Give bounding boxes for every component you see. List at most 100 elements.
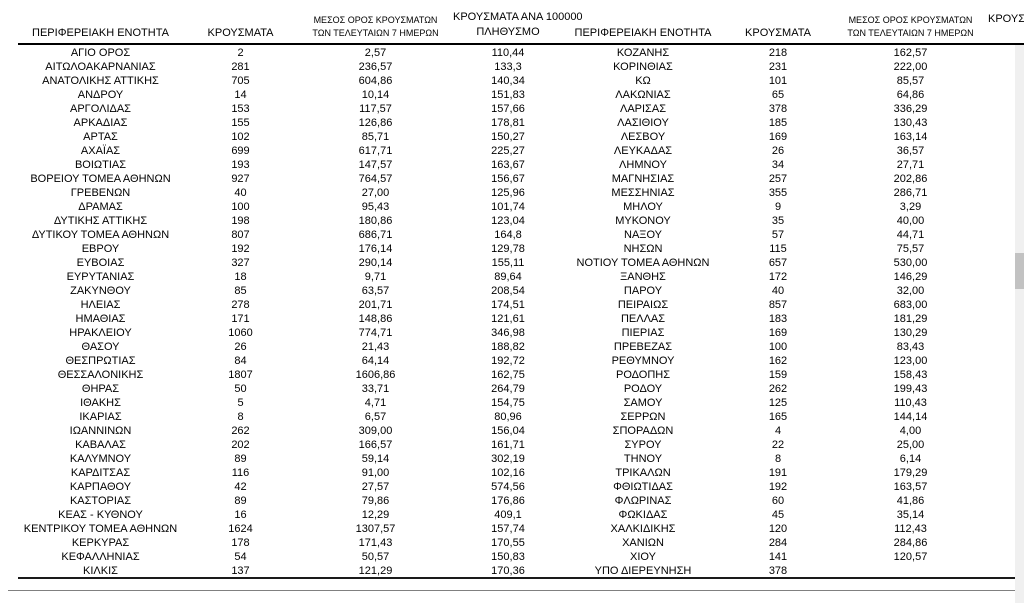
column-header-7day-average-right-line2: ΤΩΝ ΤΕΛΕΥΤΑΙΩΝ 7 ΗΜΕΡΩΝ: [847, 28, 974, 38]
region-name-cell: ΧΑΛΚΙΔΙΚΗΣ: [610, 523, 676, 535]
value-cell: 156,67: [491, 173, 525, 185]
region-name-cell: ΛΑΚΩΝΙΑΣ: [615, 89, 671, 101]
column-header-cases-left: ΚΡΟΥΣΜΑΤΑ: [207, 27, 274, 39]
value-cell: 6,57: [364, 411, 387, 423]
value-cell: 774,71: [358, 327, 393, 339]
column-header-7day-average-left: ΜΕΣΟΣ ΟΡΟΣ ΚΡΟΥΣΜΑΤΩΝ ΤΩΝ ΤΕΛΕΥΤΑΙΩΝ 7 Η…: [298, 14, 453, 40]
region-name-cell: ΖΑΚΥΝΘΟΥ: [70, 285, 131, 297]
value-cell: 115: [769, 243, 787, 255]
region-name-cell: ΚΑΡΔΙΤΣΑΣ: [70, 467, 131, 479]
value-cell: 705: [231, 75, 250, 87]
value-cell: 262: [231, 425, 250, 437]
region-name-cell: ΝΑΞΟΥ: [624, 229, 662, 241]
value-cell: 40: [771, 285, 785, 297]
value-cell: 89: [234, 453, 247, 465]
region-name-cell: ΕΥΒΟΙΑΣ: [76, 257, 125, 269]
region-name-cell: ΡΕΘΥΜΝΟΥ: [611, 355, 675, 367]
region-name-cell: ΚΑΒΑΛΑΣ: [75, 439, 126, 451]
value-cell: 137: [231, 565, 250, 577]
value-cell: 290,14: [358, 257, 393, 269]
value-cell: 176,14: [358, 243, 393, 255]
table-bottom-rule-left: [18, 577, 563, 579]
region-name-cell: ΚΑΣΤΟΡΙΑΣ: [69, 495, 132, 507]
region-name-cell: ΙΘΑΚΗΣ: [80, 397, 121, 409]
value-cell: 231: [768, 61, 788, 73]
region-name-cell: ΜΕΣΣΗΝΙΑΣ: [611, 187, 675, 199]
value-cell: 178,81: [491, 117, 525, 129]
value-cell: 34: [771, 159, 785, 171]
value-cell: 309,00: [358, 425, 393, 437]
value-cell: 26: [234, 341, 247, 353]
value-cell: 146,29: [893, 271, 928, 283]
value-cell: 101: [768, 75, 788, 87]
column-header-cases-right: ΚΡΟΥΣΜΑΤΑ: [745, 27, 811, 39]
value-cell: 176,86: [491, 495, 525, 507]
value-cell: 302,19: [491, 453, 525, 465]
value-cell: 191: [768, 467, 788, 479]
value-cell: 192: [231, 243, 250, 255]
value-cell: 157,66: [491, 103, 525, 115]
region-name-cell: ΛΑΡΙΣΑΣ: [619, 103, 666, 115]
region-name-cell: ΗΛΕΙΑΣ: [80, 299, 121, 311]
region-name-cell: ΘΑΣΟΥ: [81, 341, 120, 353]
value-cell: 2: [237, 47, 244, 59]
value-cell: 9: [774, 201, 782, 213]
value-cell: 64,14: [361, 355, 390, 367]
region-name-cell: ΚΕΝΤΡΙΚΟΥ ΤΟΜΕΑ ΑΘΗΝΩΝ: [23, 523, 178, 535]
value-cell: 123,00: [893, 355, 928, 367]
value-cell: 60: [771, 495, 785, 507]
value-cell: 35,14: [896, 509, 925, 521]
value-cell: 163,67: [491, 159, 525, 171]
value-cell: 162,57: [893, 47, 928, 59]
value-cell: 3,29: [899, 201, 922, 213]
value-cell: 378: [768, 565, 788, 577]
value-cell: 27,71: [896, 159, 925, 171]
value-cell: 185: [768, 117, 788, 129]
value-cell: 4,00: [899, 425, 922, 437]
region-name-cell: ΣΑΜΟΥ: [623, 397, 663, 409]
value-cell: 264,79: [491, 383, 525, 395]
value-cell: 79,86: [361, 495, 390, 507]
region-name-cell: ΗΜΑΘΙΑΣ: [75, 313, 126, 325]
value-cell: 686,71: [358, 229, 393, 241]
value-cell: 284: [768, 537, 788, 549]
value-cell: 57: [771, 229, 785, 241]
column-header-7day-average-left-line1: ΜΕΣΟΣ ΟΡΟΣ ΚΡΟΥΣΜΑΤΩΝ: [313, 15, 438, 25]
value-cell: 140,34: [491, 75, 525, 87]
region-name-cell: ΛΕΣΒΟΥ: [620, 131, 666, 143]
value-cell: 193: [231, 159, 250, 171]
region-name-cell: ΑΙΤΩΛΟΑΚΑΡΝΑΝΙΑΣ: [45, 61, 156, 73]
value-cell: 59,14: [361, 453, 390, 465]
value-cell: 192,72: [491, 355, 525, 367]
region-name-cell: ΑΝΔΡΟΥ: [77, 89, 124, 101]
region-name-cell: ΑΝΑΤΟΛΙΚΗΣ ΑΤΤΙΚΗΣ: [42, 75, 159, 87]
value-cell: 12,29: [361, 509, 390, 521]
column-header-7day-average-right-line1: ΜΕΣΟΣ ΟΡΟΣ ΚΡΟΥΣΜΑΤΩΝ: [848, 15, 973, 25]
region-name-cell: ΡΟΔΟΠΗΣ: [615, 369, 671, 381]
value-cell: 117,57: [359, 103, 392, 115]
region-name-cell: ΘΕΣΠΡΩΤΙΑΣ: [65, 355, 136, 367]
value-cell: 179,29: [893, 467, 928, 479]
region-name-cell: ΦΛΩΡΙΝΑΣ: [614, 495, 672, 507]
table-bottom-rule-right: [563, 577, 1015, 579]
value-cell: 162: [768, 355, 788, 367]
vertical-scrollbar[interactable]: [1015, 45, 1024, 603]
value-cell: 41,86: [896, 495, 925, 507]
value-cell: 158,43: [893, 369, 928, 381]
value-cell: 161,71: [491, 439, 525, 451]
value-cell: 199,43: [893, 383, 928, 395]
value-cell: 236,57: [358, 61, 393, 73]
value-cell: 178: [231, 537, 250, 549]
value-cell: 18: [234, 271, 247, 283]
value-cell: 2,57: [364, 47, 387, 59]
value-cell: 126,86: [358, 117, 393, 129]
value-cell: 100: [768, 341, 788, 353]
scrollbar-thumb[interactable]: [1015, 253, 1024, 289]
region-name-cell: ΙΚΑΡΙΑΣ: [79, 411, 122, 423]
value-cell: 1807: [228, 369, 253, 381]
value-cell: 10,14: [361, 89, 390, 101]
region-name-cell: ΑΡΓΟΛΙΔΑΣ: [70, 103, 131, 115]
value-cell: 807: [231, 229, 250, 241]
value-cell: 201,71: [358, 299, 393, 311]
